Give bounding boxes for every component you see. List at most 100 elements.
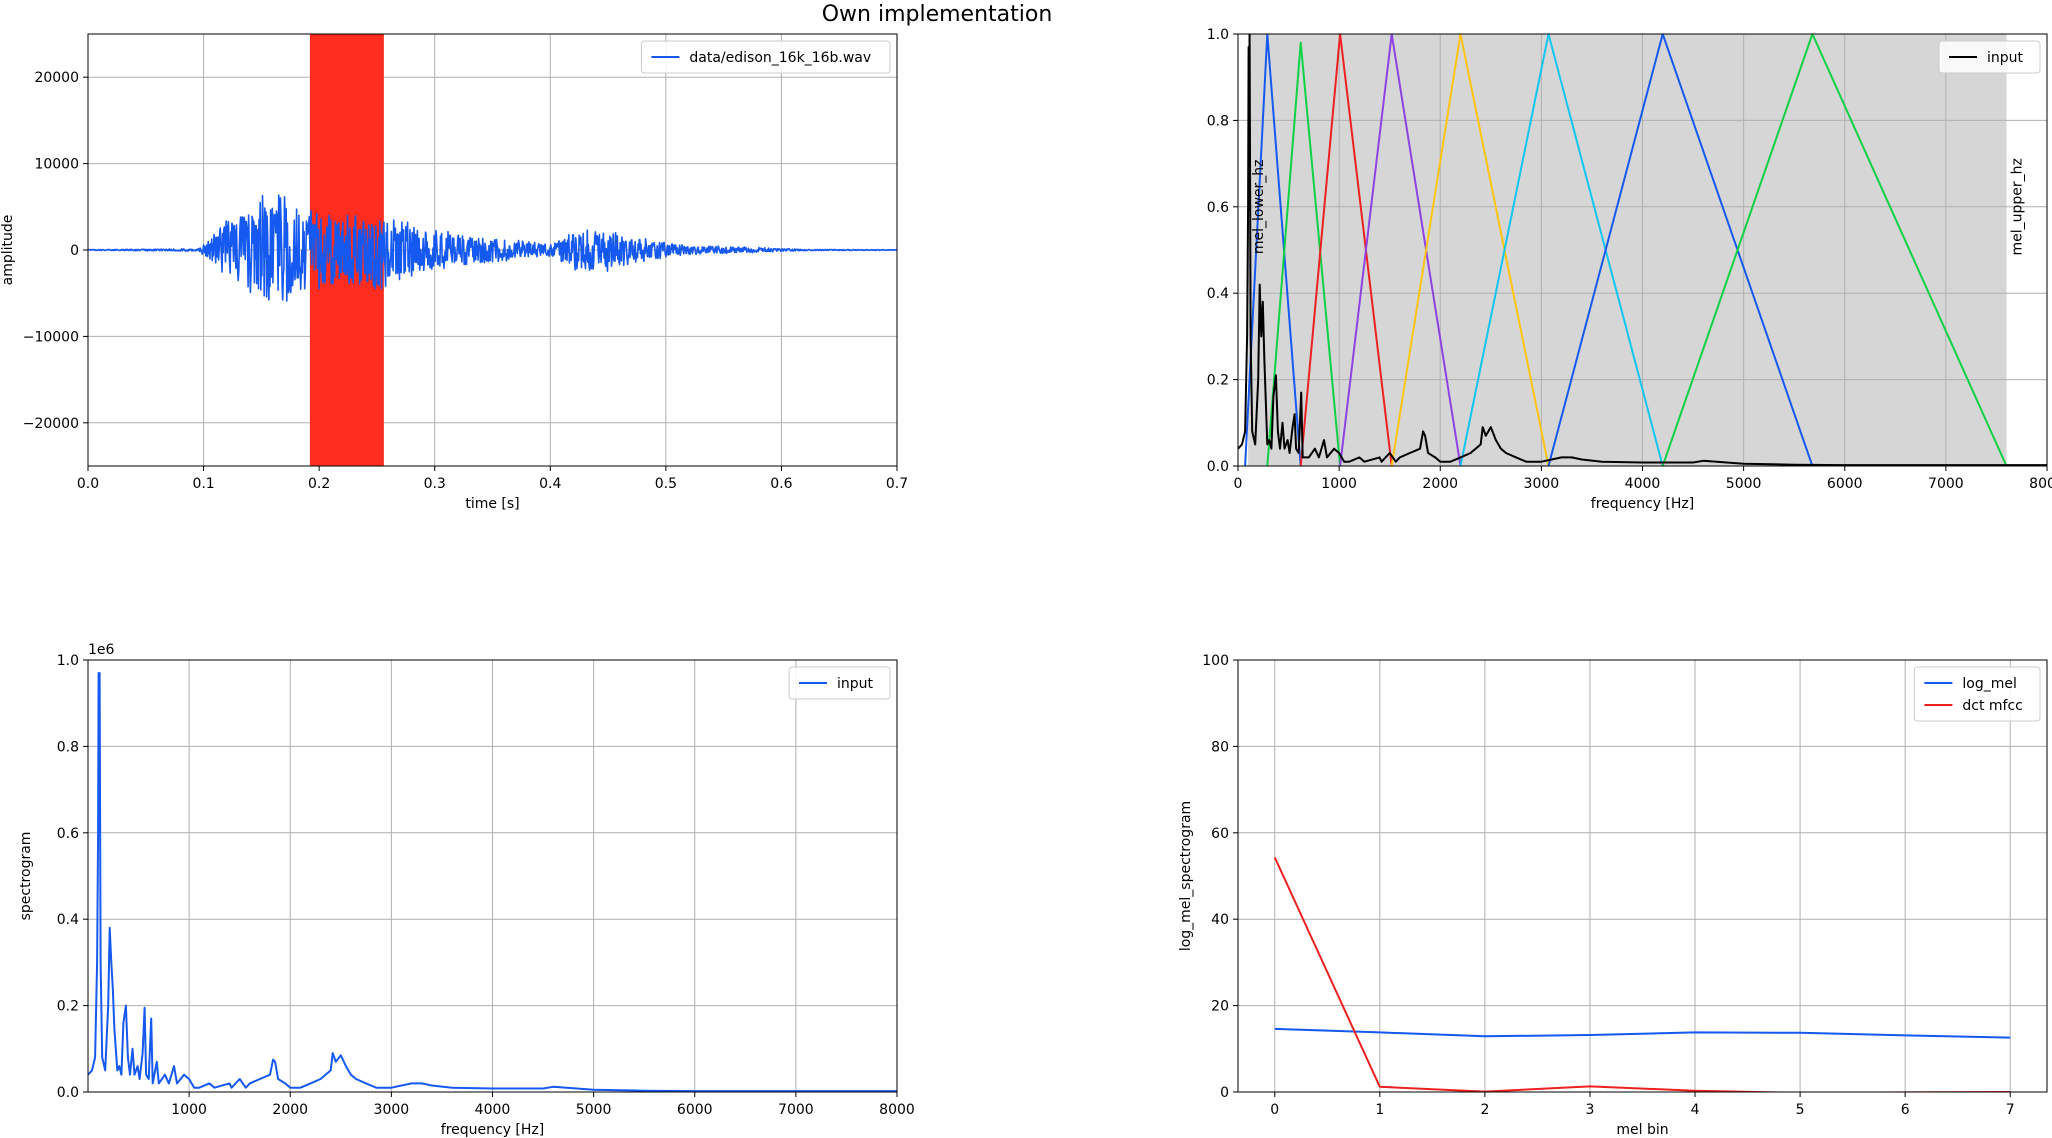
x-tick-label: 0.6 [770, 476, 792, 492]
figure-title: Own implementation [821, 2, 1053, 27]
x-tick-label: 5000 [1726, 476, 1762, 492]
x-tick-label: 0.2 [308, 476, 330, 492]
y-tick-label: 0.6 [57, 826, 79, 842]
x-tick-label: 2 [1480, 1102, 1489, 1118]
x-tick-label: 0.1 [192, 476, 214, 492]
x-tick-label: 0 [1270, 1102, 1279, 1118]
x-axis-label: time [s] [465, 496, 519, 512]
y-tick-label: 1.0 [1207, 27, 1229, 43]
x-tick-label: 0.5 [655, 476, 677, 492]
band-annotation: mel_lower_hz [1251, 159, 1267, 254]
x-tick-label: 4000 [475, 1102, 511, 1118]
x-axis-label: frequency [Hz] [1591, 496, 1694, 512]
x-tick-label: 0.4 [539, 476, 561, 492]
mel-filter-3 [1299, 34, 1393, 466]
legend-label: data/edison_16k_16b.wav [689, 50, 871, 66]
series-line-1 [1238, 34, 2047, 466]
subplot-2: 0 1000 2000 3000 4000 5000 6000 7000 8000 0.0 0.2 0… [1207, 27, 2052, 512]
series-line-2 [1273, 856, 2011, 1092]
axes-frame [1237, 33, 2048, 467]
x-tick-label: 4000 [1625, 476, 1661, 492]
series-line-1 [1274, 1027, 2011, 1039]
mel-filter-1 [1244, 34, 1302, 466]
y-tick-label: 20 [1211, 999, 1229, 1015]
x-tick-label: 7 [2006, 1102, 2015, 1118]
x-tick-label: 0.3 [424, 476, 446, 492]
legend-label: log_mel [1962, 676, 2016, 692]
y-tick-label: 1.0 [57, 653, 79, 669]
mel-filter-5 [1390, 34, 1550, 466]
mel-filter-4 [1339, 34, 1462, 466]
waveform-line [88, 194, 897, 302]
x-tick-label: 1 [1375, 1102, 1384, 1118]
subplot-3: 1000 2000 3000 4000 5000 6000 7000 8000 0.0 0.2 0.… [18, 642, 915, 1138]
mel-filter-8 [1661, 34, 2047, 466]
y-tick-label: 0 [1220, 1085, 1229, 1101]
y-tick-label: 100 [1202, 653, 1229, 669]
x-tick-label: 6 [1901, 1102, 1910, 1118]
series-line-1 [88, 672, 897, 1092]
legend-box [1913, 666, 2041, 722]
plot-marks [1238, 34, 2047, 466]
y-tick-label: 0.6 [1207, 200, 1229, 216]
plot-area [1238, 660, 2047, 1092]
legend-box [1938, 40, 2041, 74]
y-tick-label: 0.8 [1207, 113, 1229, 129]
axes-frame [1237, 659, 2048, 1093]
mel-filter-6 [1459, 34, 1664, 466]
x-tick-label: 4 [1691, 1102, 1700, 1118]
x-tick-label: 8000 [879, 1102, 915, 1118]
plot-marks [88, 672, 897, 1092]
x-axis-label: mel bin [1616, 1122, 1668, 1138]
y-tick-label: 0.2 [57, 999, 79, 1015]
subplot-1: 0.0 0.1 0.2 0.3 0.4 0.5 0.6 0.7 −20000 −10000 0 100… [0, 33, 908, 512]
y-tick-label: 80 [1211, 739, 1229, 755]
y-tick-label: 20000 [34, 70, 79, 86]
mel-range-band [1248, 34, 2007, 466]
axes-frame [87, 33, 898, 467]
plot-marks [88, 34, 897, 466]
y-tick-label: 60 [1211, 826, 1229, 842]
x-tick-label: 3000 [1524, 476, 1560, 492]
x-tick-label: 3000 [374, 1102, 410, 1118]
y-offset-label: 1e6 [88, 642, 115, 658]
x-tick-label: 5000 [576, 1102, 612, 1118]
y-tick-label: 0.4 [1207, 286, 1229, 302]
y-axis-label: log_mel_spectrogram [1178, 801, 1194, 951]
y-tick-label: 0 [70, 243, 79, 259]
x-tick-label: 2000 [1422, 476, 1458, 492]
x-tick-label: 0 [1234, 476, 1243, 492]
x-tick-label: 0.7 [886, 476, 908, 492]
x-tick-label: 0.0 [77, 476, 99, 492]
x-tick-label: 6000 [677, 1102, 713, 1118]
y-axis-label: spectrogram [18, 832, 34, 921]
x-tick-label: 3 [1586, 1102, 1595, 1118]
plot-marks [1273, 856, 2011, 1092]
x-tick-label: 7000 [1928, 476, 1964, 492]
y-tick-label: −10000 [23, 329, 79, 345]
subplot-4: 0 1 2 3 4 5 6 7 0 20 40 60 80 100 mel bin log_mel_spect… [1178, 653, 2048, 1138]
y-tick-label: −20000 [23, 416, 79, 432]
y-tick-label: 0.0 [57, 1085, 79, 1101]
x-tick-label: 1000 [1321, 476, 1357, 492]
y-tick-label: 0.0 [1207, 459, 1229, 475]
x-tick-label: 6000 [1827, 476, 1863, 492]
y-tick-label: 40 [1211, 912, 1229, 928]
mel-filter-2 [1266, 41, 1342, 466]
legend-label: input [837, 676, 874, 692]
y-axis-label: amplitude [0, 215, 16, 286]
band-annotation: mel_upper_hz [2010, 158, 2026, 255]
axes-frame [87, 659, 898, 1093]
legend-box [788, 666, 891, 700]
x-tick-label: 7000 [778, 1102, 814, 1118]
legend-box [640, 40, 891, 74]
y-tick-label: 0.4 [57, 912, 79, 928]
x-axis-label: frequency [Hz] [441, 1122, 544, 1138]
x-tick-label: 8000 [2029, 476, 2052, 492]
y-tick-label: 0.8 [57, 739, 79, 755]
x-tick-label: 2000 [272, 1102, 308, 1118]
y-tick-label: 0.2 [1207, 373, 1229, 389]
x-tick-label: 1000 [171, 1102, 207, 1118]
legend-label: input [1987, 50, 2024, 66]
